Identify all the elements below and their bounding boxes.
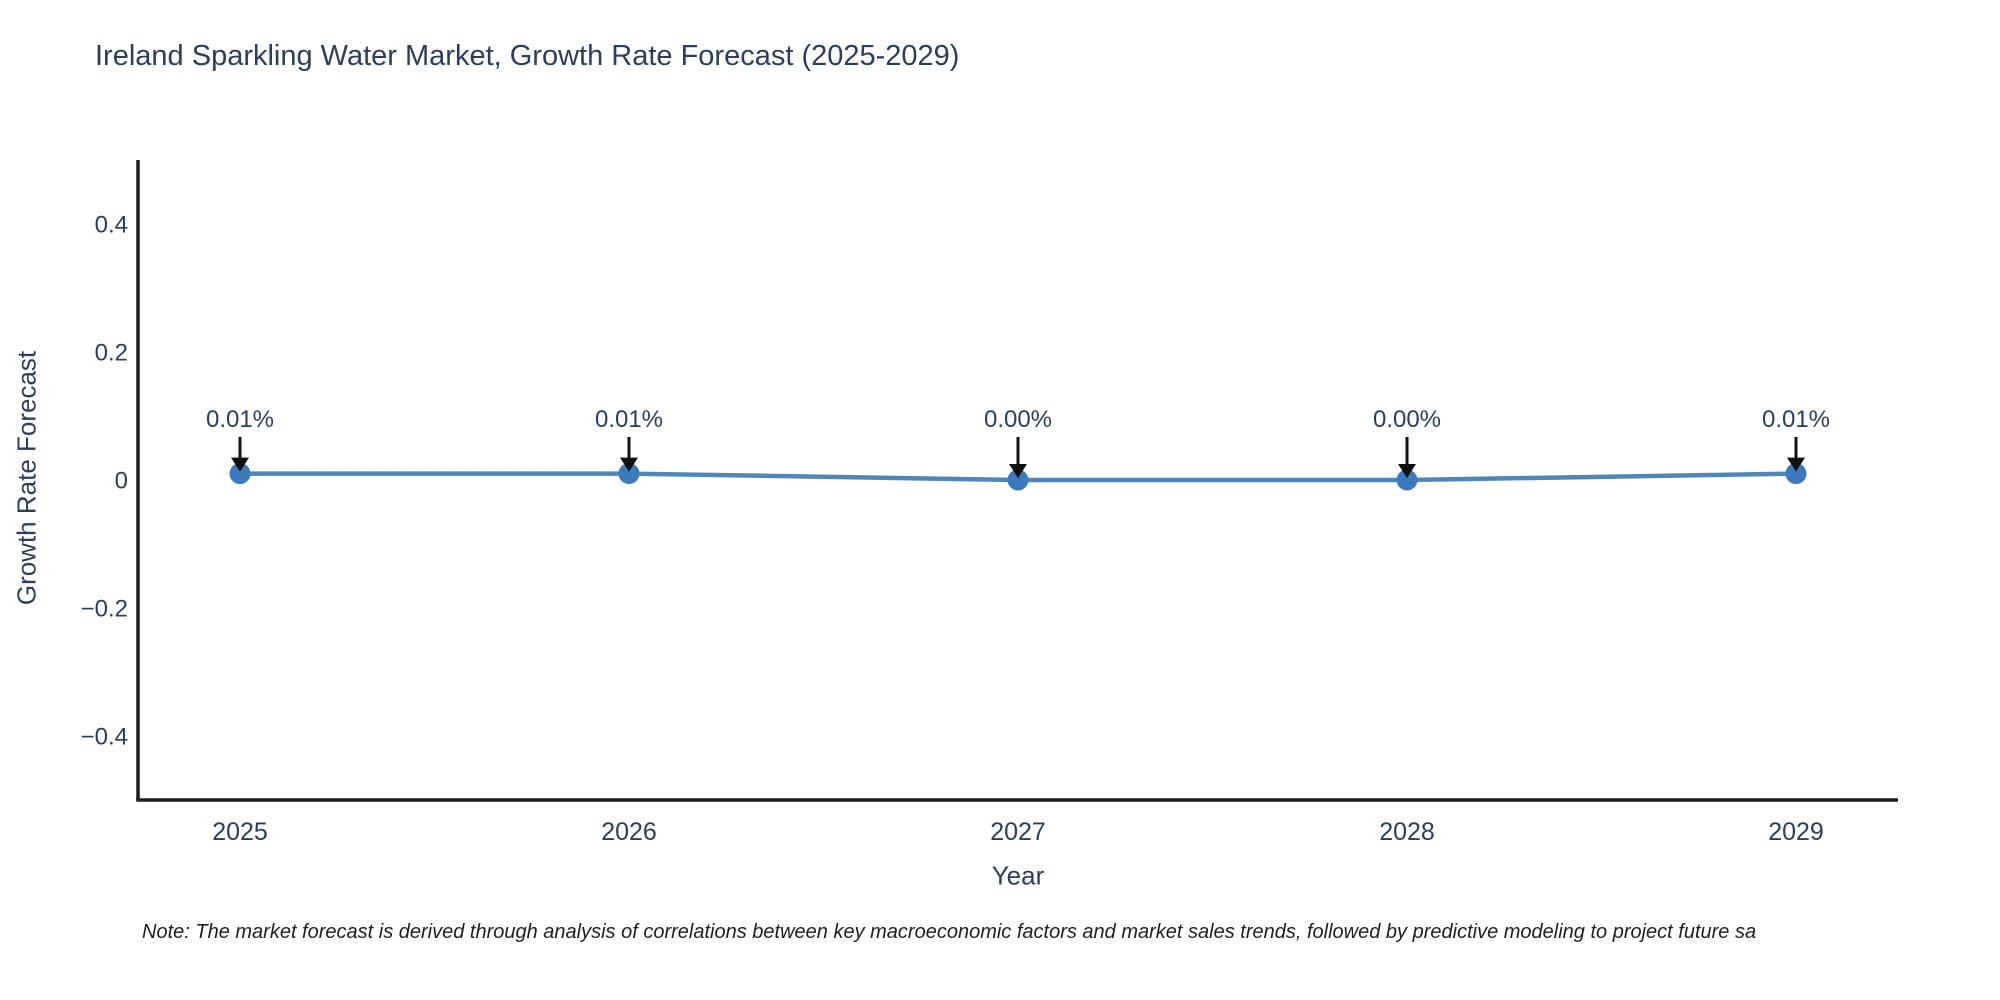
y-tick-label: −0.4 [81,724,128,751]
x-tick-label: 2028 [1379,818,1435,846]
x-tick-label: 2025 [212,818,268,846]
annotation-arrowhead [1787,457,1805,472]
data-point-marker [1785,463,1807,485]
x-tick-label: 2029 [1768,818,1824,846]
y-tick-label: 0.4 [95,212,128,239]
data-point-marker [229,463,251,485]
annotation-arrowhead [1009,464,1027,478]
annotation-arrowhead [620,457,638,472]
x-tick-label: 2026 [601,818,657,846]
data-point-marker [618,463,640,485]
x-axis-title: Year [991,860,1045,891]
annotation-label: 0.01% [206,406,274,433]
chart-note: Note: The market forecast is derived thr… [142,921,1757,943]
annotation-arrowhead [231,457,249,472]
annotation-label: 0.00% [1373,406,1441,433]
y-tick-label: 0 [115,468,128,495]
annotation-label: 0.01% [595,406,663,433]
x-tick-label: 2027 [990,818,1046,846]
data-point-marker [1396,469,1418,491]
data-point-marker [1007,469,1029,491]
chart-title: Ireland Sparkling Water Market, Growth R… [95,40,960,72]
annotation-label: 0.00% [984,406,1052,433]
annotation-arrowhead [1398,464,1416,478]
y-tick-label: −0.2 [81,596,128,623]
annotation-label: 0.01% [1762,406,1830,433]
y-tick-label: 0.2 [95,340,128,367]
